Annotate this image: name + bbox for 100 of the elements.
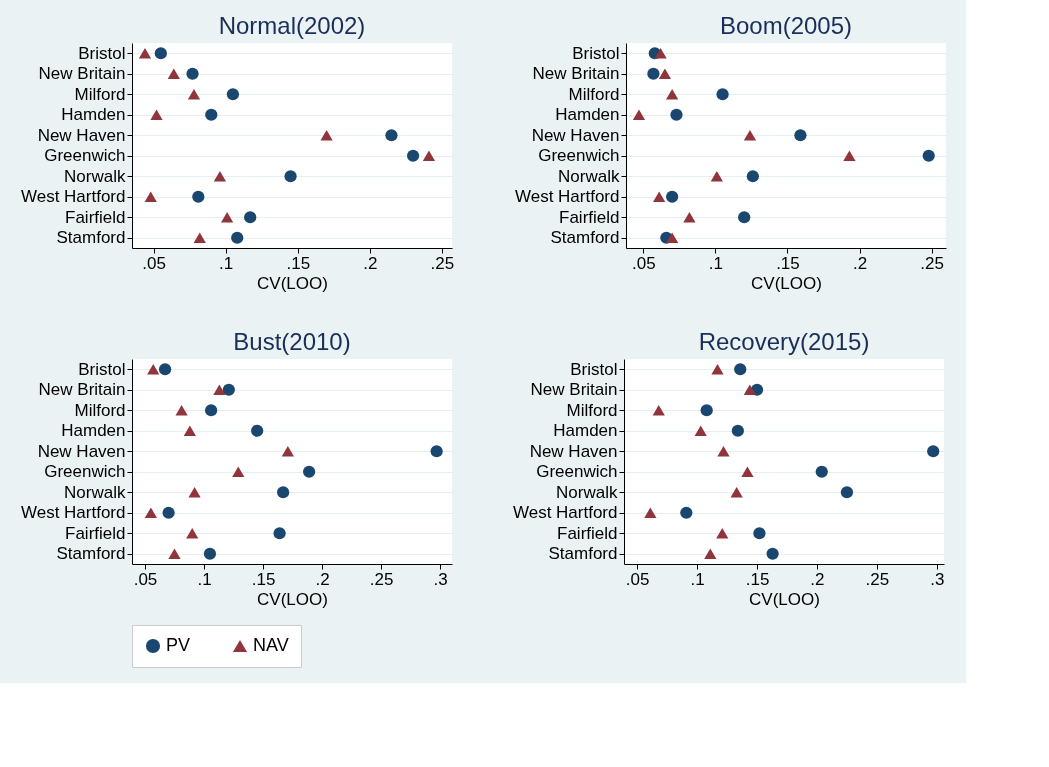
x-axis-title: CV(LOO) bbox=[257, 273, 328, 293]
point bbox=[644, 507, 657, 519]
y-tick-label: Greenwich bbox=[44, 462, 126, 482]
point bbox=[150, 109, 163, 121]
x-axis-title: CV(LOO) bbox=[257, 589, 328, 609]
y-tick-label: Milford bbox=[74, 400, 126, 420]
x-tick-label: .25 bbox=[369, 569, 394, 589]
point bbox=[320, 129, 333, 141]
x-tick-label: .2 bbox=[852, 253, 868, 273]
point bbox=[187, 88, 201, 100]
point bbox=[716, 88, 729, 101]
x-tick-label: .2 bbox=[810, 569, 825, 589]
point bbox=[654, 47, 667, 59]
y-tick-label: West Hartford bbox=[20, 503, 126, 523]
x-tick-label: .05 bbox=[142, 253, 166, 273]
point bbox=[704, 548, 717, 560]
point bbox=[652, 404, 665, 416]
point bbox=[843, 150, 856, 162]
point bbox=[251, 424, 264, 437]
x-tick-label: .15 bbox=[745, 569, 770, 589]
point bbox=[666, 190, 679, 203]
y-tick-label: Hamden bbox=[553, 421, 618, 441]
point bbox=[794, 129, 807, 142]
point bbox=[680, 506, 693, 519]
y-tick-label: West Hartford bbox=[514, 187, 620, 207]
point bbox=[658, 68, 672, 80]
x-tick-label: .1 bbox=[219, 253, 234, 273]
point bbox=[743, 129, 757, 141]
point bbox=[147, 363, 160, 375]
y-tick-label: Stamford bbox=[550, 228, 620, 248]
point bbox=[746, 170, 759, 183]
x-tick-label: .1 bbox=[197, 569, 212, 589]
y-tick-label: Norwalk bbox=[64, 482, 126, 502]
point bbox=[221, 211, 234, 223]
point bbox=[231, 231, 244, 244]
point bbox=[232, 466, 245, 478]
point bbox=[734, 363, 747, 376]
point bbox=[226, 88, 240, 101]
point bbox=[138, 47, 152, 59]
point bbox=[273, 527, 286, 540]
y-tick-label: Greenwich bbox=[44, 146, 126, 166]
point bbox=[922, 149, 935, 162]
x-tick-label: .05 bbox=[631, 253, 656, 273]
point bbox=[144, 507, 158, 519]
y-tick-label: Greenwich bbox=[536, 462, 618, 482]
point bbox=[731, 424, 744, 437]
y-tick-label: Milford bbox=[74, 84, 126, 104]
y-tick-label: Bristol bbox=[570, 359, 618, 379]
y-tick-label: Bristol bbox=[78, 359, 126, 379]
point bbox=[927, 445, 940, 458]
y-tick-label: Norwalk bbox=[64, 166, 126, 186]
point bbox=[730, 486, 743, 498]
point bbox=[666, 88, 679, 100]
y-tick-label: Hamden bbox=[61, 105, 126, 125]
y-tick-label: Bristol bbox=[572, 43, 620, 63]
point bbox=[647, 67, 660, 80]
chart-title: Normal(2002) bbox=[218, 12, 366, 39]
point bbox=[717, 445, 730, 457]
x-tick-label: .05 bbox=[133, 569, 158, 589]
point bbox=[711, 363, 724, 375]
y-tick-label: Hamden bbox=[555, 105, 620, 125]
y-tick-label: Fairfield bbox=[65, 523, 126, 543]
x-tick-label: .2 bbox=[363, 253, 378, 273]
point bbox=[188, 486, 201, 498]
y-tick-label: Stamford bbox=[548, 544, 618, 564]
point bbox=[186, 67, 199, 80]
point bbox=[281, 445, 294, 457]
point bbox=[284, 170, 297, 183]
point bbox=[385, 129, 398, 142]
y-tick-label: West Hartford bbox=[20, 187, 126, 207]
y-tick-label: West Hartford bbox=[512, 503, 618, 523]
point bbox=[670, 108, 683, 121]
x-tick-label: .25 bbox=[920, 253, 944, 273]
y-tick-label: Fairfield bbox=[557, 523, 618, 543]
x-axis-title: CV(LOO) bbox=[751, 273, 822, 293]
point bbox=[741, 466, 754, 478]
x-tick-label: .3 bbox=[930, 569, 945, 589]
y-tick-label: New Britain bbox=[38, 64, 126, 84]
y-tick-label: Milford bbox=[568, 84, 620, 104]
point bbox=[422, 150, 436, 162]
x-tick-label: .15 bbox=[286, 253, 311, 273]
point bbox=[183, 425, 196, 437]
x-tick-label: .3 bbox=[433, 569, 448, 589]
point bbox=[213, 384, 226, 396]
y-tick-label: New Britain bbox=[38, 380, 126, 400]
point bbox=[738, 211, 751, 224]
x-axis-title: CV(LOO) bbox=[749, 589, 820, 609]
y-tick-label: New Haven bbox=[531, 125, 620, 145]
y-tick-label: Norwalk bbox=[556, 482, 618, 502]
y-tick-label: Stamford bbox=[56, 544, 126, 564]
point bbox=[766, 547, 779, 560]
point bbox=[204, 404, 218, 417]
y-tick-label: New Britain bbox=[530, 380, 618, 400]
y-tick-label: New Haven bbox=[529, 441, 618, 461]
x-tick-label: .1 bbox=[708, 253, 723, 273]
point bbox=[815, 465, 828, 478]
y-tick-label: Fairfield bbox=[559, 207, 620, 227]
point bbox=[666, 232, 679, 244]
point bbox=[144, 191, 157, 203]
point bbox=[694, 425, 707, 437]
